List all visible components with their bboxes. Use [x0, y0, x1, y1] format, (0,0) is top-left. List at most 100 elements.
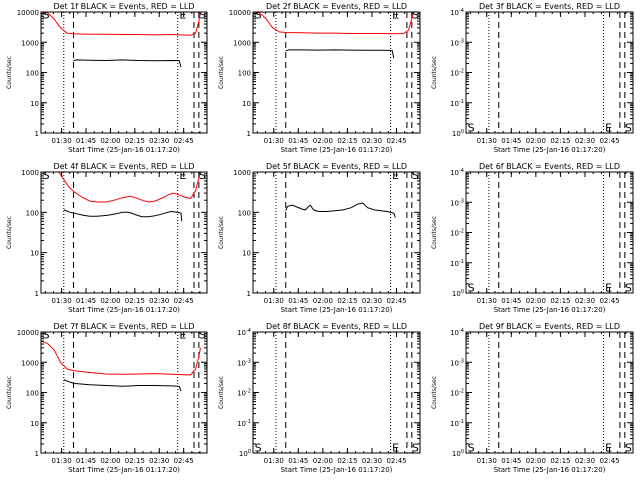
x-axis-label: Start Time (25-Jan-16 01:17:20) — [494, 466, 606, 474]
y-tick-label: 100 — [26, 209, 39, 217]
lld-series-line — [41, 340, 201, 376]
interval-label-s: S — [412, 441, 419, 454]
interval-label-e: E — [392, 441, 399, 454]
panel-title: Det 3f BLACK = Events, RED = LLD — [479, 2, 620, 11]
x-axis-label: Start Time (25-Jan-16 01:17:20) — [68, 146, 180, 154]
y-tick-label: 10-4 — [450, 8, 464, 17]
x-tick-label: 02:45 — [386, 137, 406, 145]
y-tick-label: 100 — [452, 449, 464, 458]
interval-label-s: S — [412, 8, 419, 21]
y-tick-label: 100 — [452, 129, 464, 138]
interval-label-e: E — [392, 8, 399, 21]
x-tick-label: 02:45 — [174, 137, 194, 145]
x-tick-label: 02:30 — [149, 137, 169, 145]
interval-label-s: S — [199, 8, 206, 21]
x-tick-label: 02:15 — [125, 137, 145, 145]
y-tick-label: 10 — [242, 100, 251, 108]
x-tick-label: 02:15 — [125, 297, 145, 305]
y-axis-label: Counts/sec — [218, 56, 225, 89]
y-tick-label: 10000 — [17, 329, 39, 337]
x-tick-label: 01:45 — [76, 137, 96, 145]
x-axis-label: Start Time (25-Jan-16 01:17:20) — [68, 466, 180, 474]
x-axis-label: Start Time (25-Jan-16 01:17:20) — [68, 306, 180, 314]
y-tick-label: 10-3 — [450, 358, 464, 367]
y-tick-label: 10-2 — [450, 389, 464, 398]
x-tick-label: 02:45 — [174, 297, 194, 305]
interval-label-e: E — [605, 281, 612, 294]
panel-title: Det 7f BLACK = Events, RED = LLD — [53, 322, 194, 331]
y-tick-label: 10 — [30, 100, 39, 108]
x-tick-label: 02:45 — [386, 297, 406, 305]
events-series-line — [73, 59, 182, 68]
x-tick-label: 02:00 — [100, 457, 120, 465]
x-tick-label: 02:00 — [526, 137, 546, 145]
x-tick-label: 01:45 — [501, 457, 521, 465]
y-axis-label: Counts/sec — [431, 216, 438, 249]
x-tick-label: 02:30 — [362, 457, 382, 465]
x-axis-label: Start Time (25-Jan-16 01:17:20) — [281, 466, 393, 474]
x-tick-label: 01:30 — [477, 297, 497, 305]
y-tick-label: 10000 — [229, 9, 251, 17]
panel-title: Det 5f BLACK = Events, RED = LLD — [266, 162, 407, 171]
y-tick-label: 10-4 — [450, 328, 464, 337]
panel-title: Det 1f BLACK = Events, RED = LLD — [53, 2, 194, 11]
events-series-line — [63, 209, 183, 222]
interval-label-e: E — [179, 328, 186, 341]
x-tick-label: 01:30 — [477, 457, 497, 465]
x-tick-label: 02:00 — [313, 457, 333, 465]
y-axis-label: Counts/sec — [431, 376, 438, 409]
x-tick-label: 01:30 — [52, 137, 72, 145]
interval-label-s: S — [468, 281, 475, 294]
interval-label-s: S — [255, 441, 262, 454]
y-tick-label: 10 — [242, 250, 251, 258]
y-tick-label: 1000 — [21, 39, 39, 47]
y-axis-label: Counts/sec — [6, 56, 13, 89]
y-tick-label: 10-4 — [237, 328, 251, 337]
x-tick-label: 02:00 — [100, 137, 120, 145]
x-tick-label: 02:30 — [149, 457, 169, 465]
y-tick-label: 100 — [26, 70, 39, 78]
y-tick-label: 10 — [30, 420, 39, 428]
y-tick-label: 10-1 — [450, 419, 464, 428]
x-tick-label: 01:45 — [288, 137, 308, 145]
x-tick-label: 02:30 — [575, 137, 595, 145]
plot-frame — [40, 171, 208, 294]
x-tick-label: 02:30 — [575, 457, 595, 465]
x-tick-label: 02:15 — [337, 297, 357, 305]
y-tick-label: 100 — [26, 390, 39, 398]
x-tick-label: 02:30 — [575, 297, 595, 305]
panel-title: Det 2f BLACK = Events, RED = LLD — [266, 2, 407, 11]
plot-frame — [252, 171, 421, 294]
y-tick-label: 10-4 — [450, 168, 464, 177]
x-tick-label: 02:30 — [362, 137, 382, 145]
x-tick-label: 02:45 — [599, 457, 619, 465]
y-tick-label: 100 — [238, 209, 251, 217]
y-tick-label: 10-3 — [237, 358, 251, 367]
x-tick-label: 02:15 — [550, 137, 570, 145]
x-tick-label: 01:45 — [501, 137, 521, 145]
interval-label-s: S — [43, 328, 50, 341]
interval-label-e: E — [605, 121, 612, 134]
x-axis-label: Start Time (25-Jan-16 01:17:20) — [494, 306, 606, 314]
x-tick-label: 01:45 — [288, 457, 308, 465]
events-series-line — [63, 379, 182, 392]
y-axis-label: Counts/sec — [431, 56, 438, 89]
y-tick-label: 10-1 — [450, 259, 464, 268]
interval-label-s: S — [43, 169, 50, 182]
x-tick-label: 01:30 — [52, 297, 72, 305]
y-axis-label: Counts/sec — [218, 376, 225, 409]
y-tick-label: 1000 — [233, 169, 251, 177]
x-tick-label: 02:00 — [313, 297, 333, 305]
x-tick-label: 01:30 — [264, 137, 284, 145]
interval-label-s: S — [255, 8, 262, 21]
x-tick-label: 02:15 — [125, 457, 145, 465]
